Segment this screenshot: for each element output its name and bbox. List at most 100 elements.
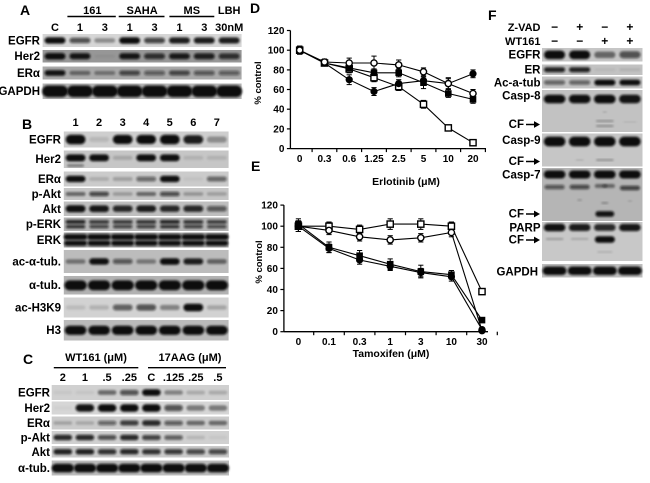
svg-text:Tamoxifen (μM): Tamoxifen (μM) xyxy=(353,348,430,360)
svg-text:161: 161 xyxy=(83,5,101,17)
svg-text:1: 1 xyxy=(127,22,133,34)
svg-text:1: 1 xyxy=(82,372,88,384)
svg-text:3: 3 xyxy=(151,22,157,34)
svg-text:E: E xyxy=(251,158,260,174)
svg-text:1: 1 xyxy=(176,22,182,34)
svg-text:H3: H3 xyxy=(46,325,61,337)
svg-text:0: 0 xyxy=(296,337,302,348)
svg-text:+: + xyxy=(601,34,608,48)
svg-text:40: 40 xyxy=(273,105,285,116)
svg-text:ER: ER xyxy=(525,65,542,77)
svg-text:1: 1 xyxy=(387,337,393,348)
svg-text:40: 40 xyxy=(267,285,279,296)
svg-text:WT161: WT161 xyxy=(505,36,540,48)
svg-text:−: − xyxy=(551,34,558,48)
svg-text:p-Akt: p-Akt xyxy=(32,189,62,201)
svg-text:Erlotinib (μM): Erlotinib (μM) xyxy=(372,176,440,188)
svg-text:WT161 (μM): WT161 (μM) xyxy=(65,352,127,364)
svg-text:10: 10 xyxy=(443,154,455,165)
svg-text:30nM: 30nM xyxy=(215,22,243,34)
svg-text:p-Akt: p-Akt xyxy=(21,433,51,445)
svg-text:GAPDH: GAPDH xyxy=(496,267,538,279)
svg-text:80: 80 xyxy=(267,243,279,254)
svg-text:4: 4 xyxy=(143,117,150,129)
svg-text:GAPDH: GAPDH xyxy=(0,86,40,98)
svg-text:3: 3 xyxy=(120,117,126,129)
svg-text:17AAG (μM): 17AAG (μM) xyxy=(159,352,222,364)
svg-text:.125: .125 xyxy=(163,372,184,384)
svg-text:B: B xyxy=(22,116,32,132)
svg-text:Casp-8: Casp-8 xyxy=(502,91,541,103)
svg-text:D: D xyxy=(250,0,260,16)
svg-text:5: 5 xyxy=(421,154,427,165)
svg-text:Her2: Her2 xyxy=(24,403,50,415)
svg-text:.5: .5 xyxy=(213,372,222,384)
svg-text:α-tub.: α-tub. xyxy=(18,463,50,475)
svg-text:100: 100 xyxy=(268,46,285,57)
svg-text:% control: % control xyxy=(254,240,265,283)
svg-text:0: 0 xyxy=(297,154,303,165)
svg-text:% control: % control xyxy=(253,61,264,104)
svg-text:.25: .25 xyxy=(122,372,137,384)
svg-text:−: − xyxy=(551,20,558,34)
svg-text:60: 60 xyxy=(267,264,279,275)
svg-text:ac-H3K9: ac-H3K9 xyxy=(15,303,61,315)
svg-text:EGFR: EGFR xyxy=(18,388,51,400)
svg-text:ERK: ERK xyxy=(37,235,62,247)
svg-text:+: + xyxy=(576,20,583,34)
svg-text:−: − xyxy=(601,20,608,34)
svg-text:α-tub.: α-tub. xyxy=(29,280,61,292)
svg-text:p-ERK: p-ERK xyxy=(26,219,62,231)
svg-text:EGFR: EGFR xyxy=(509,50,542,62)
svg-text:CF: CF xyxy=(509,156,524,168)
svg-text:ac-α-tub.: ac-α-tub. xyxy=(12,257,61,269)
svg-text:0: 0 xyxy=(279,144,285,155)
svg-text:Casp-7: Casp-7 xyxy=(502,170,540,182)
svg-text:3: 3 xyxy=(201,22,207,34)
svg-text:Casp-9: Casp-9 xyxy=(502,135,540,147)
svg-text:F: F xyxy=(488,7,497,23)
svg-text:Ac-a-tub: Ac-a-tub xyxy=(494,78,541,90)
svg-text:0.3: 0.3 xyxy=(318,154,332,165)
svg-text:0: 0 xyxy=(272,327,278,338)
svg-text:LBH: LBH xyxy=(218,5,241,17)
svg-text:1: 1 xyxy=(77,22,83,34)
svg-text:1: 1 xyxy=(73,117,79,129)
svg-text:3: 3 xyxy=(102,22,108,34)
svg-text:EGFR: EGFR xyxy=(29,135,62,147)
svg-text:0.1: 0.1 xyxy=(322,337,336,348)
svg-text:C: C xyxy=(147,372,155,384)
svg-text:2: 2 xyxy=(96,117,102,129)
svg-text:ERα: ERα xyxy=(27,418,50,430)
svg-text:.25: .25 xyxy=(188,372,203,384)
svg-text:CF: CF xyxy=(509,235,524,247)
svg-text:C: C xyxy=(51,22,59,34)
svg-text:6: 6 xyxy=(190,117,196,129)
svg-text:7: 7 xyxy=(214,117,220,129)
svg-text:MS: MS xyxy=(184,5,201,17)
svg-text:120: 120 xyxy=(268,26,285,37)
svg-text:EGFR: EGFR xyxy=(8,36,41,48)
svg-text:CF: CF xyxy=(509,209,524,221)
svg-text:Akt: Akt xyxy=(31,447,50,459)
svg-text:2.5: 2.5 xyxy=(392,154,406,165)
svg-text:10: 10 xyxy=(446,337,458,348)
svg-text:.5: .5 xyxy=(103,372,112,384)
svg-text:Akt: Akt xyxy=(42,204,61,216)
svg-text:Z-VAD: Z-VAD xyxy=(508,22,541,34)
svg-text:+: + xyxy=(626,34,633,48)
svg-text:80: 80 xyxy=(273,65,285,76)
svg-text:120: 120 xyxy=(261,201,278,212)
svg-text:60: 60 xyxy=(273,85,285,96)
svg-text:ERα: ERα xyxy=(38,174,61,186)
svg-text:Her2: Her2 xyxy=(35,154,61,166)
svg-text:−: − xyxy=(576,34,583,48)
svg-text:CF: CF xyxy=(509,119,524,131)
svg-text:3: 3 xyxy=(418,337,424,348)
svg-text:1.25: 1.25 xyxy=(364,154,384,165)
svg-text:100: 100 xyxy=(261,222,278,233)
svg-text:C: C xyxy=(23,351,33,367)
svg-text:5: 5 xyxy=(167,117,173,129)
svg-text:+: + xyxy=(626,20,633,34)
svg-text:20: 20 xyxy=(273,124,285,135)
